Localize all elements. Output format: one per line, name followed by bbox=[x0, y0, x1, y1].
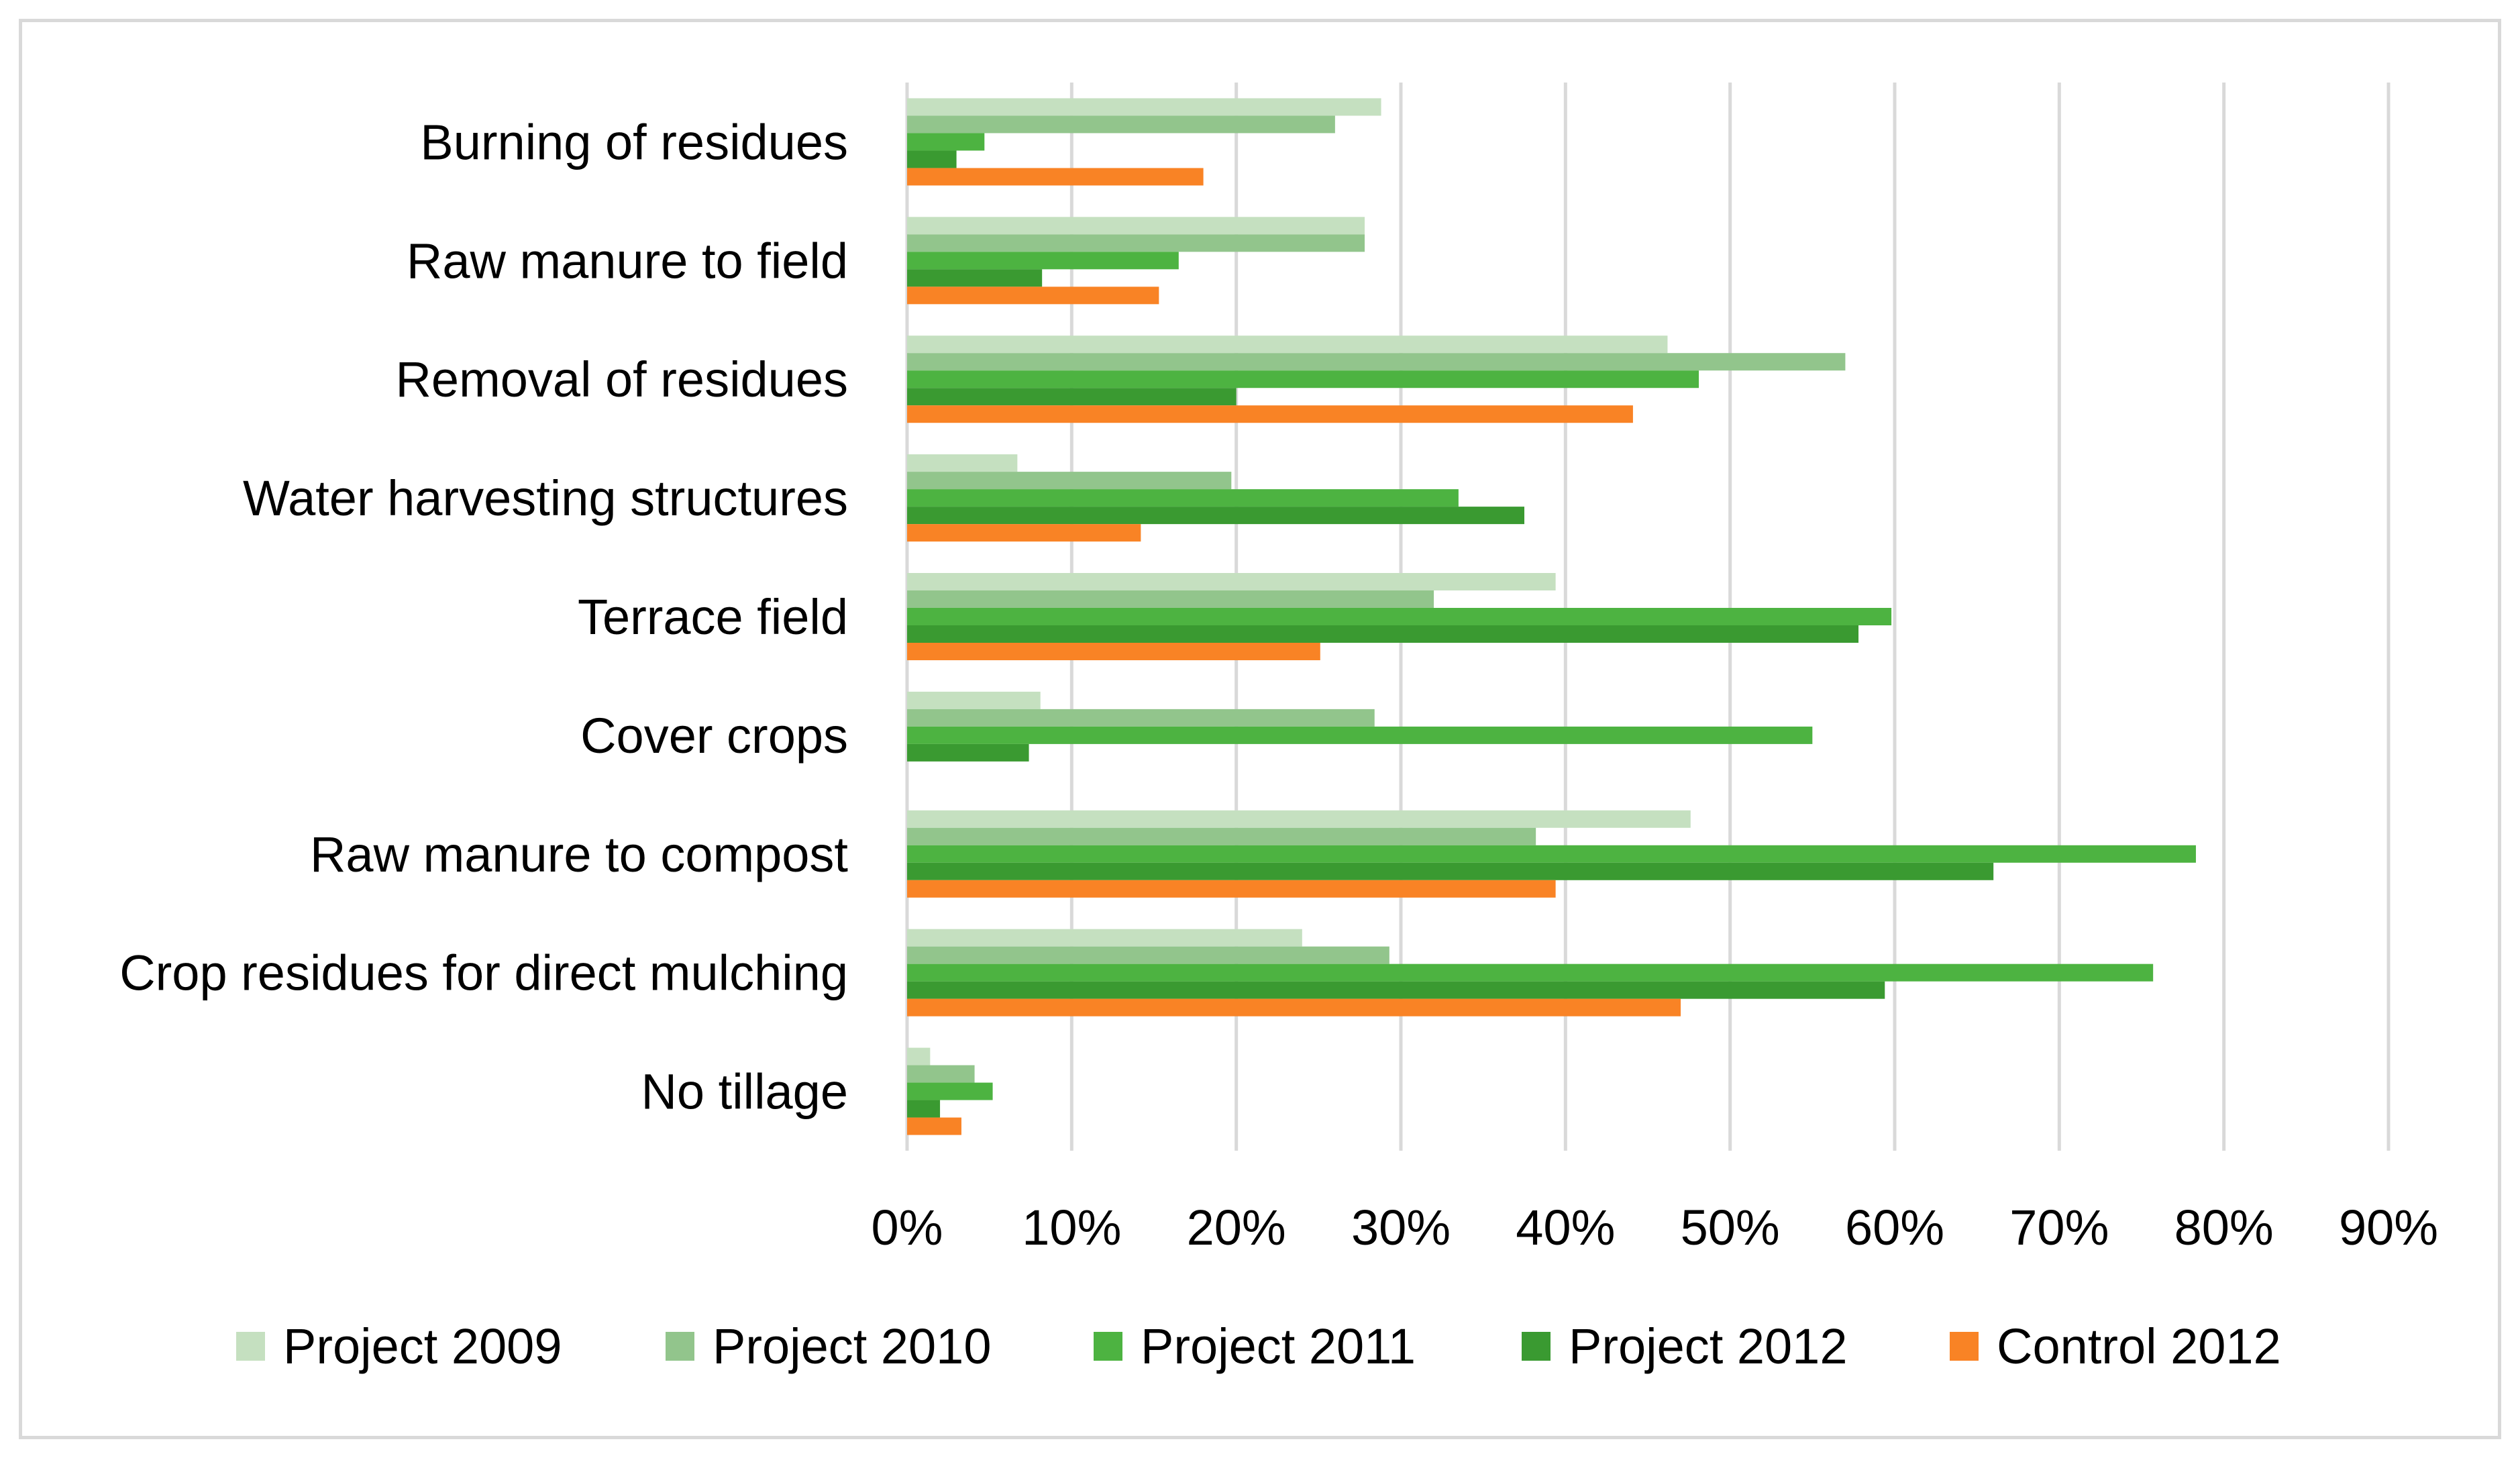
category-label: Removal of residues bbox=[395, 352, 848, 407]
category-label: Terrace field bbox=[578, 589, 848, 645]
legend-swatch-control-2012 bbox=[1950, 1332, 1979, 1361]
category-label: Burning of residues bbox=[420, 114, 848, 170]
bar-project-2009-raw-manure-to-compost bbox=[907, 810, 1691, 828]
bar-project-2012-water-harvesting-structures bbox=[907, 507, 1524, 525]
bar-control-2012-raw-manure-to-field bbox=[907, 287, 1159, 305]
x-tick-label: 70% bbox=[2009, 1200, 2109, 1255]
bar-project-2010-no-tillage bbox=[907, 1065, 975, 1083]
bar-control-2012-crop-residues-for-direct-mulching bbox=[907, 998, 1681, 1017]
bars bbox=[907, 98, 2196, 1135]
bar-project-2011-removal-of-residues bbox=[907, 370, 1699, 388]
bar-project-2010-water-harvesting-structures bbox=[907, 472, 1232, 490]
bar-control-2012-raw-manure-to-compost bbox=[907, 880, 1556, 898]
bar-project-2009-cover-crops bbox=[907, 691, 1041, 709]
legend: Project 2009 Project 2010 Project 2011 Proj… bbox=[236, 1318, 2281, 1374]
bar-project-2012-no-tillage bbox=[907, 1100, 941, 1118]
x-tick-label: 60% bbox=[1845, 1200, 1944, 1255]
legend-label: Project 2011 bbox=[1141, 1318, 1416, 1374]
bar-project-2009-water-harvesting-structures bbox=[907, 454, 1018, 472]
bar-project-2011-cover-crops bbox=[907, 726, 1813, 744]
category-label: Water harvesting structures bbox=[243, 470, 848, 526]
bar-project-2012-terrace-field bbox=[907, 625, 1859, 643]
legend-swatch-project-2012 bbox=[1522, 1332, 1551, 1361]
bar-control-2012-removal-of-residues bbox=[907, 405, 1633, 423]
x-tick-label: 90% bbox=[2339, 1200, 2438, 1255]
x-tick-label: 20% bbox=[1187, 1200, 1286, 1255]
legend-swatch-project-2009 bbox=[236, 1332, 265, 1361]
legend-label: Project 2010 bbox=[713, 1318, 992, 1374]
category-labels: Burning of residues Raw manure to field Re… bbox=[119, 114, 848, 1119]
x-tick-label: 0% bbox=[872, 1200, 943, 1255]
legend-label: Project 2009 bbox=[283, 1318, 562, 1374]
bar-project-2011-raw-manure-to-compost bbox=[907, 845, 2196, 863]
bar-project-2011-terrace-field bbox=[907, 608, 1892, 625]
legend-label: Control 2012 bbox=[1997, 1318, 2281, 1374]
bar-project-2010-raw-manure-to-compost bbox=[907, 827, 1536, 845]
category-label: Raw manure to compost bbox=[310, 827, 848, 882]
bar-project-2012-raw-manure-to-compost bbox=[907, 862, 1994, 880]
x-tick-label: 50% bbox=[1681, 1200, 1780, 1255]
legend-label: Project 2012 bbox=[1569, 1318, 1848, 1374]
bar-control-2012-terrace-field bbox=[907, 643, 1320, 660]
bar-project-2010-raw-manure-to-field bbox=[907, 234, 1365, 252]
bar-project-2011-water-harvesting-structures bbox=[907, 489, 1459, 507]
bar-project-2009-no-tillage bbox=[907, 1047, 931, 1065]
legend-swatch-project-2011 bbox=[1094, 1332, 1122, 1361]
bar-project-2012-crop-residues-for-direct-mulching bbox=[907, 981, 1885, 999]
bar-project-2011-raw-manure-to-field bbox=[907, 252, 1179, 270]
category-label: Cover crops bbox=[580, 708, 848, 764]
x-tick-label: 80% bbox=[2174, 1200, 2274, 1255]
bar-project-2011-burning-of-residues bbox=[907, 133, 985, 151]
category-label: Raw manure to field bbox=[407, 233, 848, 289]
bar-project-2010-burning-of-residues bbox=[907, 115, 1335, 134]
x-tick-label: 30% bbox=[1351, 1200, 1451, 1255]
category-label: No tillage bbox=[641, 1064, 848, 1120]
bar-project-2011-no-tillage bbox=[907, 1082, 993, 1100]
x-tick-label: 40% bbox=[1516, 1200, 1615, 1255]
bar-project-2012-cover-crops bbox=[907, 743, 1029, 762]
x-tick-label: 10% bbox=[1022, 1200, 1121, 1255]
legend-swatch-project-2010 bbox=[666, 1332, 694, 1361]
bar-project-2009-burning-of-residues bbox=[907, 98, 1381, 116]
x-tick-labels: 0% 10% 20% 30% 40% 50% 60% 70% 80% 90% bbox=[872, 1200, 2439, 1255]
bar-project-2012-raw-manure-to-field bbox=[907, 269, 1043, 287]
bar-project-2011-crop-residues-for-direct-mulching bbox=[907, 964, 2154, 982]
bar-project-2010-removal-of-residues bbox=[907, 353, 1846, 371]
bar-control-2012-burning-of-residues bbox=[907, 168, 1204, 186]
bar-project-2009-crop-residues-for-direct-mulching bbox=[907, 929, 1302, 947]
bar-project-2010-cover-crops bbox=[907, 709, 1375, 727]
bar-project-2012-removal-of-residues bbox=[907, 388, 1237, 406]
bar-project-2012-burning-of-residues bbox=[907, 150, 957, 168]
category-label: Crop residues for direct mulching bbox=[119, 945, 848, 1001]
bar-project-2009-raw-manure-to-field bbox=[907, 217, 1365, 235]
bar-control-2012-no-tillage bbox=[907, 1117, 961, 1135]
bar-project-2010-terrace-field bbox=[907, 590, 1434, 608]
bar-project-2010-crop-residues-for-direct-mulching bbox=[907, 946, 1389, 964]
bar-control-2012-water-harvesting-structures bbox=[907, 524, 1141, 542]
bar-project-2009-terrace-field bbox=[907, 573, 1556, 590]
bar-project-2009-removal-of-residues bbox=[907, 335, 1668, 354]
